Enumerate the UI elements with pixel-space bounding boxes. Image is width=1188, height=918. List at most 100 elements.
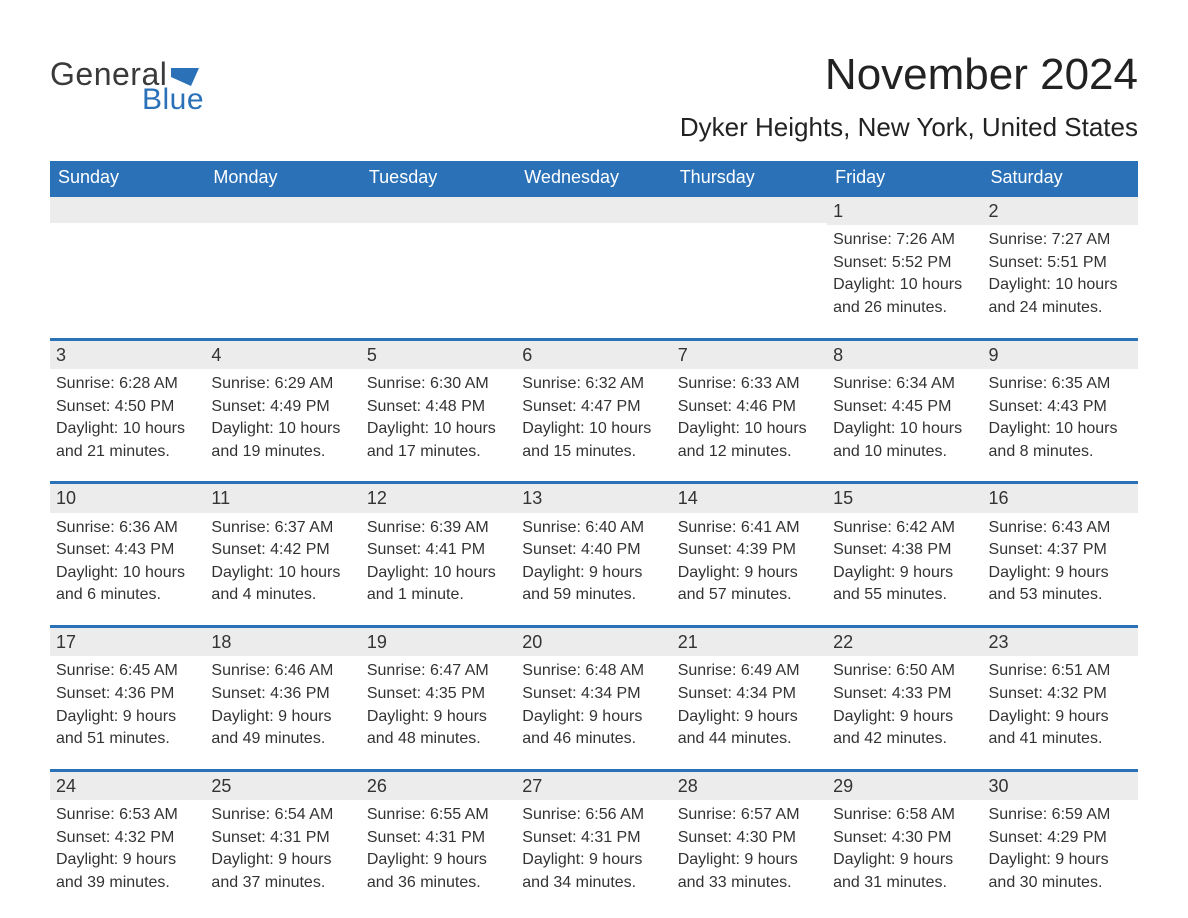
day-cell: 19Sunrise: 6:47 AMSunset: 4:35 PMDayligh… [361, 628, 516, 759]
sunset-text: Sunset: 4:31 PM [522, 827, 665, 849]
day-body: Sunrise: 6:28 AMSunset: 4:50 PMDaylight:… [50, 369, 205, 471]
sunrise-text: Sunrise: 6:42 AM [833, 517, 976, 539]
daylight1-text: Daylight: 9 hours [989, 562, 1132, 584]
day-cell: 5Sunrise: 6:30 AMSunset: 4:48 PMDaylight… [361, 341, 516, 472]
sunset-text: Sunset: 4:43 PM [56, 539, 199, 561]
sunrise-text: Sunrise: 6:39 AM [367, 517, 510, 539]
sunset-text: Sunset: 4:40 PM [522, 539, 665, 561]
day-cell: 28Sunrise: 6:57 AMSunset: 4:30 PMDayligh… [672, 772, 827, 903]
daylight1-text: Daylight: 10 hours [989, 418, 1132, 440]
daylight1-text: Daylight: 10 hours [367, 562, 510, 584]
day-cell: 12Sunrise: 6:39 AMSunset: 4:41 PMDayligh… [361, 484, 516, 615]
day-body: Sunrise: 6:41 AMSunset: 4:39 PMDaylight:… [672, 513, 827, 615]
day-cell: 11Sunrise: 6:37 AMSunset: 4:42 PMDayligh… [205, 484, 360, 615]
title-block: November 2024 Dyker Heights, New York, U… [680, 50, 1138, 143]
weeks-container: 1Sunrise: 7:26 AMSunset: 5:52 PMDaylight… [50, 194, 1138, 902]
daylight2-text: and 41 minutes. [989, 728, 1132, 750]
day-cell: 2Sunrise: 7:27 AMSunset: 5:51 PMDaylight… [983, 197, 1138, 328]
sunrise-text: Sunrise: 6:53 AM [56, 804, 199, 826]
day-body: Sunrise: 6:50 AMSunset: 4:33 PMDaylight:… [827, 656, 982, 758]
sunset-text: Sunset: 4:32 PM [989, 683, 1132, 705]
daylight2-text: and 8 minutes. [989, 441, 1132, 463]
logo-text-blue: Blue [142, 83, 204, 117]
day-number: 2 [983, 197, 1138, 225]
sunset-text: Sunset: 4:50 PM [56, 396, 199, 418]
day-number: 27 [516, 772, 671, 800]
daylight1-text: Daylight: 10 hours [989, 274, 1132, 296]
sunset-text: Sunset: 5:51 PM [989, 252, 1132, 274]
sunset-text: Sunset: 4:43 PM [989, 396, 1132, 418]
sunrise-text: Sunrise: 6:36 AM [56, 517, 199, 539]
sunset-text: Sunset: 4:37 PM [989, 539, 1132, 561]
day-body: Sunrise: 6:37 AMSunset: 4:42 PMDaylight:… [205, 513, 360, 615]
day-number: 7 [672, 341, 827, 369]
sunset-text: Sunset: 4:34 PM [678, 683, 821, 705]
daylight1-text: Daylight: 9 hours [678, 849, 821, 871]
day-cell: 1Sunrise: 7:26 AMSunset: 5:52 PMDaylight… [827, 197, 982, 328]
day-cell: 8Sunrise: 6:34 AMSunset: 4:45 PMDaylight… [827, 341, 982, 472]
sunrise-text: Sunrise: 6:30 AM [367, 373, 510, 395]
day-body: Sunrise: 6:55 AMSunset: 4:31 PMDaylight:… [361, 800, 516, 902]
sunrise-text: Sunrise: 6:43 AM [989, 517, 1132, 539]
day-cell [672, 197, 827, 328]
sunset-text: Sunset: 4:36 PM [56, 683, 199, 705]
day-body: Sunrise: 6:35 AMSunset: 4:43 PMDaylight:… [983, 369, 1138, 471]
daylight2-text: and 12 minutes. [678, 441, 821, 463]
daylight2-text: and 1 minute. [367, 584, 510, 606]
day-body: Sunrise: 6:40 AMSunset: 4:40 PMDaylight:… [516, 513, 671, 615]
daylight2-text: and 46 minutes. [522, 728, 665, 750]
daylight1-text: Daylight: 9 hours [833, 849, 976, 871]
daylight1-text: Daylight: 9 hours [56, 849, 199, 871]
day-body: Sunrise: 6:48 AMSunset: 4:34 PMDaylight:… [516, 656, 671, 758]
sunrise-text: Sunrise: 6:34 AM [833, 373, 976, 395]
dow-wednesday: Wednesday [516, 161, 671, 194]
day-cell: 29Sunrise: 6:58 AMSunset: 4:30 PMDayligh… [827, 772, 982, 903]
sunrise-text: Sunrise: 6:56 AM [522, 804, 665, 826]
sunset-text: Sunset: 4:41 PM [367, 539, 510, 561]
day-body: Sunrise: 6:51 AMSunset: 4:32 PMDaylight:… [983, 656, 1138, 758]
day-number: 5 [361, 341, 516, 369]
day-body: Sunrise: 6:56 AMSunset: 4:31 PMDaylight:… [516, 800, 671, 902]
day-cell [361, 197, 516, 328]
day-cell: 7Sunrise: 6:33 AMSunset: 4:46 PMDaylight… [672, 341, 827, 472]
daylight2-text: and 10 minutes. [833, 441, 976, 463]
day-number: 13 [516, 484, 671, 512]
day-body: Sunrise: 6:46 AMSunset: 4:36 PMDaylight:… [205, 656, 360, 758]
day-cell: 6Sunrise: 6:32 AMSunset: 4:47 PMDaylight… [516, 341, 671, 472]
daylight2-text: and 33 minutes. [678, 872, 821, 894]
daylight1-text: Daylight: 10 hours [211, 562, 354, 584]
day-number: 11 [205, 484, 360, 512]
day-body: Sunrise: 6:42 AMSunset: 4:38 PMDaylight:… [827, 513, 982, 615]
sunrise-text: Sunrise: 6:57 AM [678, 804, 821, 826]
day-number: 1 [827, 197, 982, 225]
day-number: 22 [827, 628, 982, 656]
day-of-week-row: Sunday Monday Tuesday Wednesday Thursday… [50, 161, 1138, 194]
daylight2-text: and 6 minutes. [56, 584, 199, 606]
day-cell: 17Sunrise: 6:45 AMSunset: 4:36 PMDayligh… [50, 628, 205, 759]
day-cell: 9Sunrise: 6:35 AMSunset: 4:43 PMDaylight… [983, 341, 1138, 472]
day-number: 25 [205, 772, 360, 800]
day-cell [516, 197, 671, 328]
daylight2-text: and 17 minutes. [367, 441, 510, 463]
sunrise-text: Sunrise: 6:46 AM [211, 660, 354, 682]
sunrise-text: Sunrise: 6:40 AM [522, 517, 665, 539]
day-cell: 27Sunrise: 6:56 AMSunset: 4:31 PMDayligh… [516, 772, 671, 903]
daylight2-text: and 36 minutes. [367, 872, 510, 894]
day-number: 24 [50, 772, 205, 800]
day-number: 26 [361, 772, 516, 800]
dow-tuesday: Tuesday [361, 161, 516, 194]
sunrise-text: Sunrise: 6:51 AM [989, 660, 1132, 682]
daylight2-text: and 44 minutes. [678, 728, 821, 750]
daylight2-text: and 26 minutes. [833, 297, 976, 319]
sunset-text: Sunset: 4:47 PM [522, 396, 665, 418]
sunrise-text: Sunrise: 6:55 AM [367, 804, 510, 826]
day-number: 23 [983, 628, 1138, 656]
daylight1-text: Daylight: 10 hours [56, 418, 199, 440]
sunset-text: Sunset: 4:31 PM [211, 827, 354, 849]
day-number: 8 [827, 341, 982, 369]
week-row: 1Sunrise: 7:26 AMSunset: 5:52 PMDaylight… [50, 194, 1138, 328]
sunset-text: Sunset: 4:49 PM [211, 396, 354, 418]
daylight1-text: Daylight: 10 hours [833, 274, 976, 296]
month-title: November 2024 [680, 50, 1138, 100]
sunset-text: Sunset: 4:42 PM [211, 539, 354, 561]
